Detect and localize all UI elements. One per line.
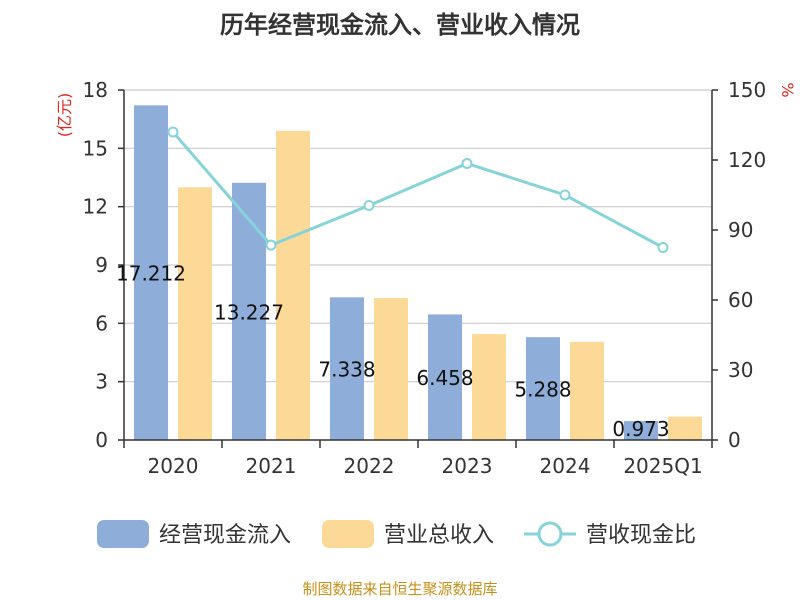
value-label: 0.973 xyxy=(612,417,669,441)
legend-label-0: 经营现金流入 xyxy=(159,523,291,548)
legend: 经营现金流入 营业总收入 营收现金比 xyxy=(97,520,696,548)
bar-0-1 xyxy=(232,182,266,440)
ratio-point xyxy=(363,200,375,211)
bar-0-3 xyxy=(428,314,462,440)
legend-marker xyxy=(537,521,563,547)
right-tick-label: 30 xyxy=(728,358,753,382)
value-label: 6.458 xyxy=(416,366,473,390)
data-labels: 17.212 13.227 7.338 6.458 5.288 0.973 xyxy=(116,262,670,441)
bar-1-4 xyxy=(570,341,604,440)
right-tick-label: 0 xyxy=(728,428,741,452)
left-tick-label: 12 xyxy=(83,195,108,219)
left-tick-label: 15 xyxy=(83,136,108,160)
bars xyxy=(134,105,702,441)
ratio-point xyxy=(461,158,473,169)
bar-0-0 xyxy=(134,105,168,441)
x-tick-label: 2025Q1 xyxy=(623,454,702,478)
right-axis-unit: % xyxy=(778,82,797,97)
right-tick-label: 150 xyxy=(728,78,766,102)
legend-label-2: 营收现金比 xyxy=(586,523,696,548)
x-tick-label: 2023 xyxy=(442,454,493,478)
left-axis-unit: (亿元) xyxy=(55,93,74,138)
x-tick-label: 2020 xyxy=(148,454,199,478)
value-label: 17.212 xyxy=(116,262,186,286)
source-note: 制图数据来自恒生聚源数据库 xyxy=(302,580,497,598)
left-tick-label: 9 xyxy=(95,253,108,277)
ratio-line xyxy=(171,131,664,249)
axes: 0 3 6 9 12 15 18 0 30 60 90 120 150 (亿元)% 2020 2021 2022… xyxy=(55,78,797,478)
value-label: 5.288 xyxy=(514,378,571,402)
value-label: 7.338 xyxy=(318,358,375,382)
x-tick-label: 2022 xyxy=(344,454,395,478)
right-tick-label: 90 xyxy=(728,218,753,242)
bar-0-4 xyxy=(526,337,560,440)
bar-1-1 xyxy=(276,130,310,441)
legend-swatch-1 xyxy=(322,520,374,548)
bar-1-0 xyxy=(178,187,212,440)
ratio-point xyxy=(559,189,571,201)
ratio-point xyxy=(657,242,669,253)
bar-0-5 xyxy=(624,421,658,440)
value-label: 13.227 xyxy=(214,300,284,324)
x-tick-label: 2024 xyxy=(540,454,591,478)
bar-1-5 xyxy=(668,416,702,440)
left-tick-label: 18 xyxy=(83,78,108,102)
right-tick-label: 60 xyxy=(728,288,753,312)
bar-1-3 xyxy=(472,334,506,440)
ratio-point xyxy=(167,126,179,138)
ratio-point xyxy=(265,239,277,251)
x-tick-label: 2021 xyxy=(246,454,297,478)
legend-swatch-0 xyxy=(97,520,149,548)
legend-label-1: 营业总收入 xyxy=(384,523,494,548)
chart-title: 历年经营现金流入、营业收入情况 xyxy=(220,11,580,39)
bar-0-2 xyxy=(330,297,364,440)
left-tick-label: 0 xyxy=(95,428,108,452)
bar-1-2 xyxy=(374,298,408,440)
left-tick-label: 6 xyxy=(95,311,108,335)
grid xyxy=(124,89,712,383)
left-tick-label: 3 xyxy=(95,370,108,394)
right-tick-label: 120 xyxy=(728,148,766,172)
line-series xyxy=(167,126,669,253)
